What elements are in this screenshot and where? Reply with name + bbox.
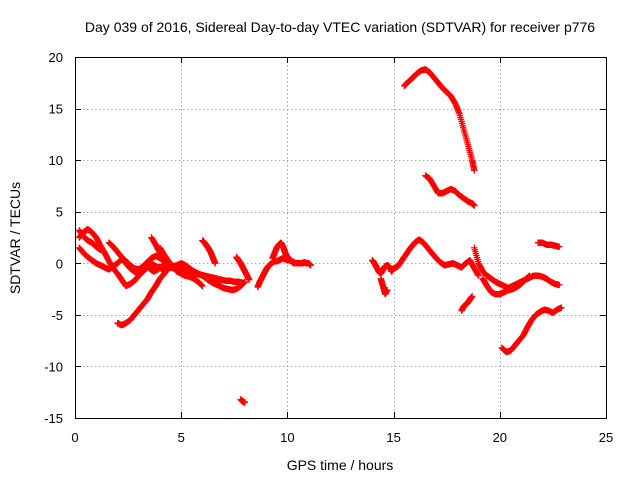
series-t2 bbox=[76, 244, 142, 277]
series-t14 bbox=[369, 236, 482, 279]
tick-marks bbox=[75, 57, 607, 419]
series-t13 bbox=[269, 239, 297, 267]
data-point bbox=[239, 279, 246, 287]
y-tick-label: -5 bbox=[51, 308, 63, 323]
series-t11 bbox=[237, 396, 249, 406]
series-t19 bbox=[471, 244, 563, 292]
x-tick-label: 15 bbox=[386, 430, 400, 445]
series-t17 bbox=[422, 172, 478, 209]
data-point bbox=[290, 260, 297, 267]
data-point bbox=[556, 281, 563, 289]
data-point bbox=[468, 293, 476, 300]
chart-title: Day 039 of 2016, Sidereal Day-to-day VTE… bbox=[85, 19, 595, 35]
x-axis-label: GPS time / hours bbox=[287, 457, 394, 473]
y-tick-label: -10 bbox=[44, 359, 63, 374]
series-t20 bbox=[479, 272, 533, 298]
series-t9 bbox=[199, 237, 219, 267]
data-point bbox=[558, 304, 565, 311]
series-t3 bbox=[76, 227, 104, 254]
x-tick-label: 20 bbox=[493, 430, 507, 445]
data-point bbox=[307, 262, 314, 269]
y-tick-label: 0 bbox=[56, 256, 63, 271]
series-t15 bbox=[377, 275, 391, 298]
data-point bbox=[526, 272, 533, 279]
series-t1 bbox=[76, 226, 168, 290]
series-t21 bbox=[498, 304, 565, 356]
series-t18 bbox=[458, 293, 476, 314]
x-tick-label: 10 bbox=[280, 430, 294, 445]
y-tick-label: 15 bbox=[49, 102, 63, 117]
y-tick-label: -15 bbox=[44, 411, 63, 426]
y-tick-labels: -15 -10 -5 0 5 10 15 20 bbox=[44, 50, 63, 426]
data-point bbox=[241, 399, 249, 406]
series-t16 bbox=[401, 66, 478, 174]
x-tick-label: 25 bbox=[599, 430, 613, 445]
y-tick-label: 5 bbox=[56, 205, 63, 220]
data-points bbox=[76, 66, 565, 406]
data-point bbox=[97, 246, 104, 254]
data-point bbox=[471, 167, 478, 174]
x-tick-label: 5 bbox=[178, 430, 185, 445]
data-point bbox=[384, 286, 391, 294]
y-axis-label: SDTVAR / TECUs bbox=[7, 182, 23, 294]
data-point bbox=[199, 282, 206, 290]
plot-frame bbox=[75, 57, 607, 419]
data-point bbox=[245, 276, 253, 283]
series-t8 bbox=[156, 244, 206, 290]
data-point bbox=[211, 260, 219, 267]
series-t5 bbox=[114, 265, 172, 329]
x-tick-labels: 0 5 10 15 20 25 bbox=[71, 430, 613, 445]
series-t22 bbox=[534, 239, 563, 250]
data-point bbox=[475, 272, 482, 279]
series-t12 bbox=[254, 254, 314, 291]
y-tick-label: 10 bbox=[49, 153, 63, 168]
series-t10 bbox=[233, 253, 253, 283]
y-tick-label: 20 bbox=[49, 50, 63, 65]
x-tick-label: 0 bbox=[71, 430, 78, 445]
data-point bbox=[471, 202, 478, 209]
data-point bbox=[556, 243, 563, 250]
